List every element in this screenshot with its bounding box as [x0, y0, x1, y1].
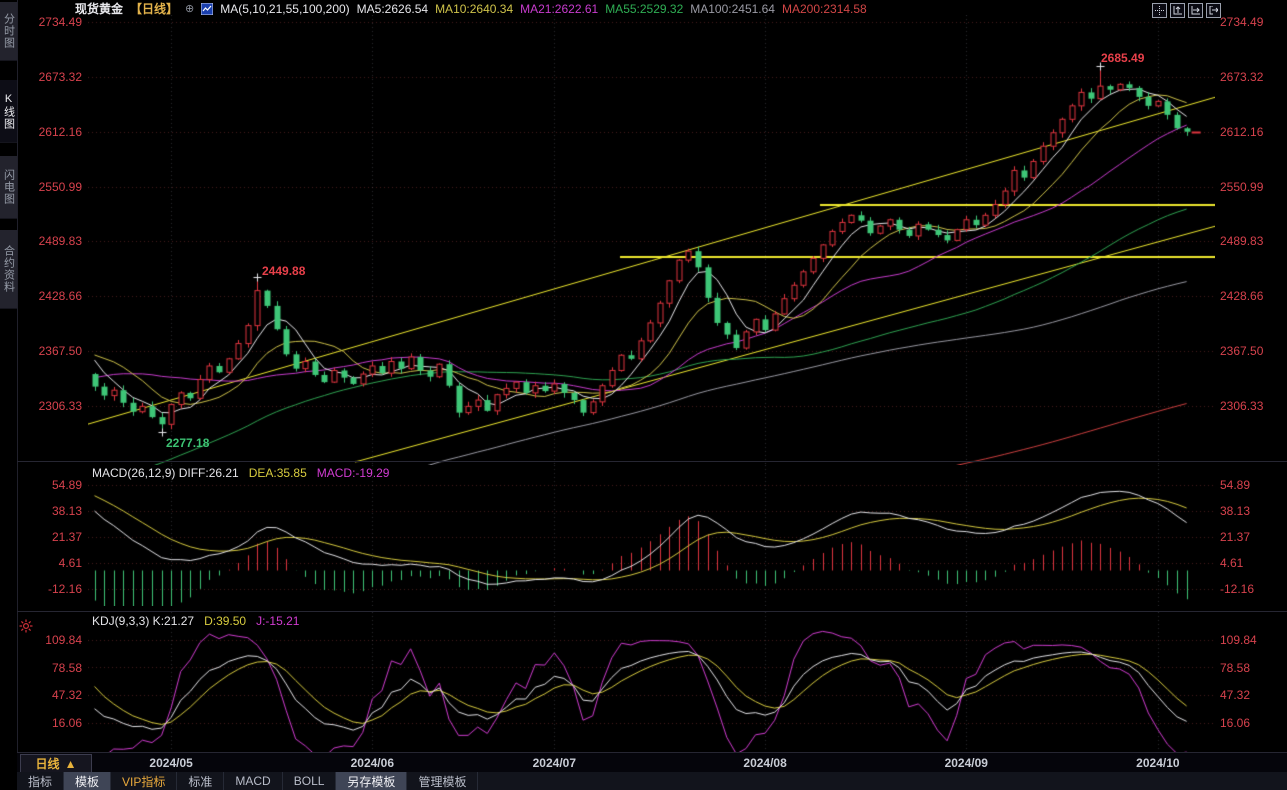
- macd-dea-label: DEA:35.85: [248, 466, 307, 480]
- tab-templates[interactable]: 模板: [64, 772, 112, 790]
- price-axis-label: 2367.50: [1220, 344, 1264, 359]
- x-axis-month-label: 2024/08: [743, 756, 787, 770]
- kdj-axis-label: 16.06: [51, 716, 82, 731]
- price-axis-label: 2306.33: [1220, 398, 1264, 413]
- sidebar-tab-timeshare[interactable]: 分时图: [0, 2, 17, 61]
- kdj-axis-label: 109.84: [1220, 633, 1257, 647]
- price-axis-label: 2428.66: [38, 289, 82, 304]
- kdj-axis-label: 16.06: [1220, 716, 1251, 731]
- ma5-value: MA5:2626.54: [356, 1, 429, 16]
- kdj-d-label: D:39.50: [204, 614, 247, 628]
- ma-params-label: MA(5,10,21,55,100,200): [220, 1, 350, 16]
- macd-panel[interactable]: [88, 465, 1215, 606]
- kdj-header: KDJ(9,3,3) K:21.27 D:39.50 J:-15.21: [92, 614, 309, 628]
- price-axis-label: 2428.66: [1220, 289, 1264, 304]
- kdj-axis-label: 78.58: [51, 660, 82, 675]
- macd-axis-label: 54.89: [1220, 478, 1251, 492]
- crosshair-icon[interactable]: [1152, 3, 1167, 18]
- macd-hist-label: MACD:-19.29: [316, 466, 390, 480]
- x-axis-month-label: 2024/06: [350, 756, 394, 770]
- price-axis-label: 2550.99: [38, 179, 82, 194]
- kdj-k-label: KDJ(9,3,3) K:21.27: [92, 614, 195, 628]
- scale-horizontal-icon[interactable]: [1188, 3, 1203, 18]
- sidebar-tab-lightning[interactable]: 闪电图: [0, 156, 17, 219]
- ma10-value: MA10:2640.34: [435, 1, 514, 16]
- panel-divider: [17, 752, 1287, 753]
- price-axis-label: 2306.33: [38, 398, 82, 413]
- sidebar-tab-kline[interactable]: K线图: [0, 80, 17, 143]
- tab-indicators[interactable]: 指标: [17, 772, 65, 790]
- x-axis-row: [17, 753, 1287, 772]
- macd-axis-label: 4.61: [1220, 556, 1244, 570]
- price-axis-label: 2489.83: [38, 234, 82, 249]
- macd-axis-label: -12.16: [47, 582, 82, 596]
- macd-axis-label: -12.16: [1220, 582, 1255, 596]
- kdj-j-label: J:-15.21: [256, 614, 300, 628]
- x-axis-month-label: 2024/05: [149, 756, 193, 770]
- chart-toolbar: [1152, 3, 1221, 18]
- tab-standard[interactable]: 标准: [177, 772, 225, 790]
- kdj-axis-label: 78.58: [1220, 660, 1251, 675]
- period-arrow-icon: ▲: [64, 756, 77, 771]
- ma100-value: MA100:2451.64: [690, 1, 775, 16]
- period-label: 日线: [35, 757, 60, 771]
- kdj-axis-label: 47.32: [51, 688, 82, 703]
- kdj-panel[interactable]: [88, 612, 1215, 753]
- macd-axis-label: 38.13: [51, 504, 82, 518]
- tab-save-template[interactable]: 另存模板: [336, 772, 408, 790]
- tab-manage-template[interactable]: 管理模板: [407, 772, 479, 790]
- swing-high-annotation: 2449.88: [262, 264, 306, 278]
- sidebar-tab-contract-info[interactable]: 合约资料: [0, 230, 17, 309]
- x-axis-month-label: 2024/09: [944, 756, 988, 770]
- high-price-annotation: 2685.49: [1101, 51, 1145, 65]
- price-axis-label: 2673.32: [1220, 69, 1264, 84]
- scale-vertical-icon[interactable]: [1170, 3, 1185, 18]
- tab-vip-indicators[interactable]: VIP指标: [111, 772, 178, 790]
- indicator-settings-icon[interactable]: [19, 619, 33, 638]
- macd-header: MACD(26,12,9) DIFF:26.21 DEA:35.85 MACD:-1…: [92, 466, 399, 480]
- macd-diff-label: MACD(26,12,9) DIFF:26.21: [92, 466, 239, 480]
- macd-axis-label: 21.37: [1220, 530, 1251, 544]
- left-sidebar: 分时图 K线图 闪电图 合约资料: [0, 0, 18, 790]
- kdj-axis-label: 109.84: [45, 633, 82, 647]
- period-selector-button[interactable]: 日线 ▲: [20, 754, 92, 773]
- tab-boll[interactable]: BOLL: [283, 772, 337, 790]
- x-axis-month-label: 2024/07: [532, 756, 577, 770]
- chart-header: 现货黄金 【日线】 ⊕ MA(5,10,21,55,100,200) MA5:2…: [75, 1, 867, 17]
- price-axis-label: 2612.16: [1220, 124, 1264, 139]
- price-axis-label: 2734.49: [38, 15, 82, 29]
- price-axis-label: 2489.83: [1220, 234, 1264, 249]
- price-axis-label: 2734.49: [1220, 15, 1264, 29]
- price-axis-label: 2550.99: [1220, 179, 1264, 194]
- macd-axis-label: 4.61: [58, 556, 82, 570]
- price-axis-label: 2673.32: [38, 69, 82, 84]
- panel-divider[interactable]: [17, 611, 1287, 612]
- ma200-value: MA200:2314.58: [781, 1, 867, 16]
- price-axis-label: 2612.16: [38, 124, 82, 139]
- tab-macd[interactable]: MACD: [224, 772, 283, 790]
- exit-view-icon[interactable]: [1206, 3, 1221, 18]
- add-indicator-icon[interactable]: ⊕: [185, 3, 195, 15]
- chart-type-icon[interactable]: [201, 2, 214, 15]
- period-tag: 【日线】: [130, 2, 179, 16]
- indicator-tab-bar: 指标 模板 VIP指标 标准 MACD BOLL 另存模板 管理模板: [17, 772, 1287, 790]
- instrument-title: 现货黄金: [75, 2, 124, 16]
- panel-divider[interactable]: [17, 461, 1287, 462]
- ma55-value: MA55:2529.32: [605, 1, 684, 16]
- candlestick-chart[interactable]: [88, 15, 1215, 465]
- swing-low-annotation: 2277.18: [166, 436, 210, 450]
- x-axis-month-label: 2024/10: [1136, 756, 1180, 770]
- macd-axis-label: 38.13: [1220, 504, 1251, 518]
- kdj-axis-label: 47.32: [1220, 688, 1251, 703]
- ma21-value: MA21:2622.61: [520, 1, 599, 16]
- macd-axis-label: 54.89: [51, 478, 82, 492]
- macd-axis-label: 21.37: [51, 530, 82, 544]
- price-axis-label: 2367.50: [38, 344, 82, 359]
